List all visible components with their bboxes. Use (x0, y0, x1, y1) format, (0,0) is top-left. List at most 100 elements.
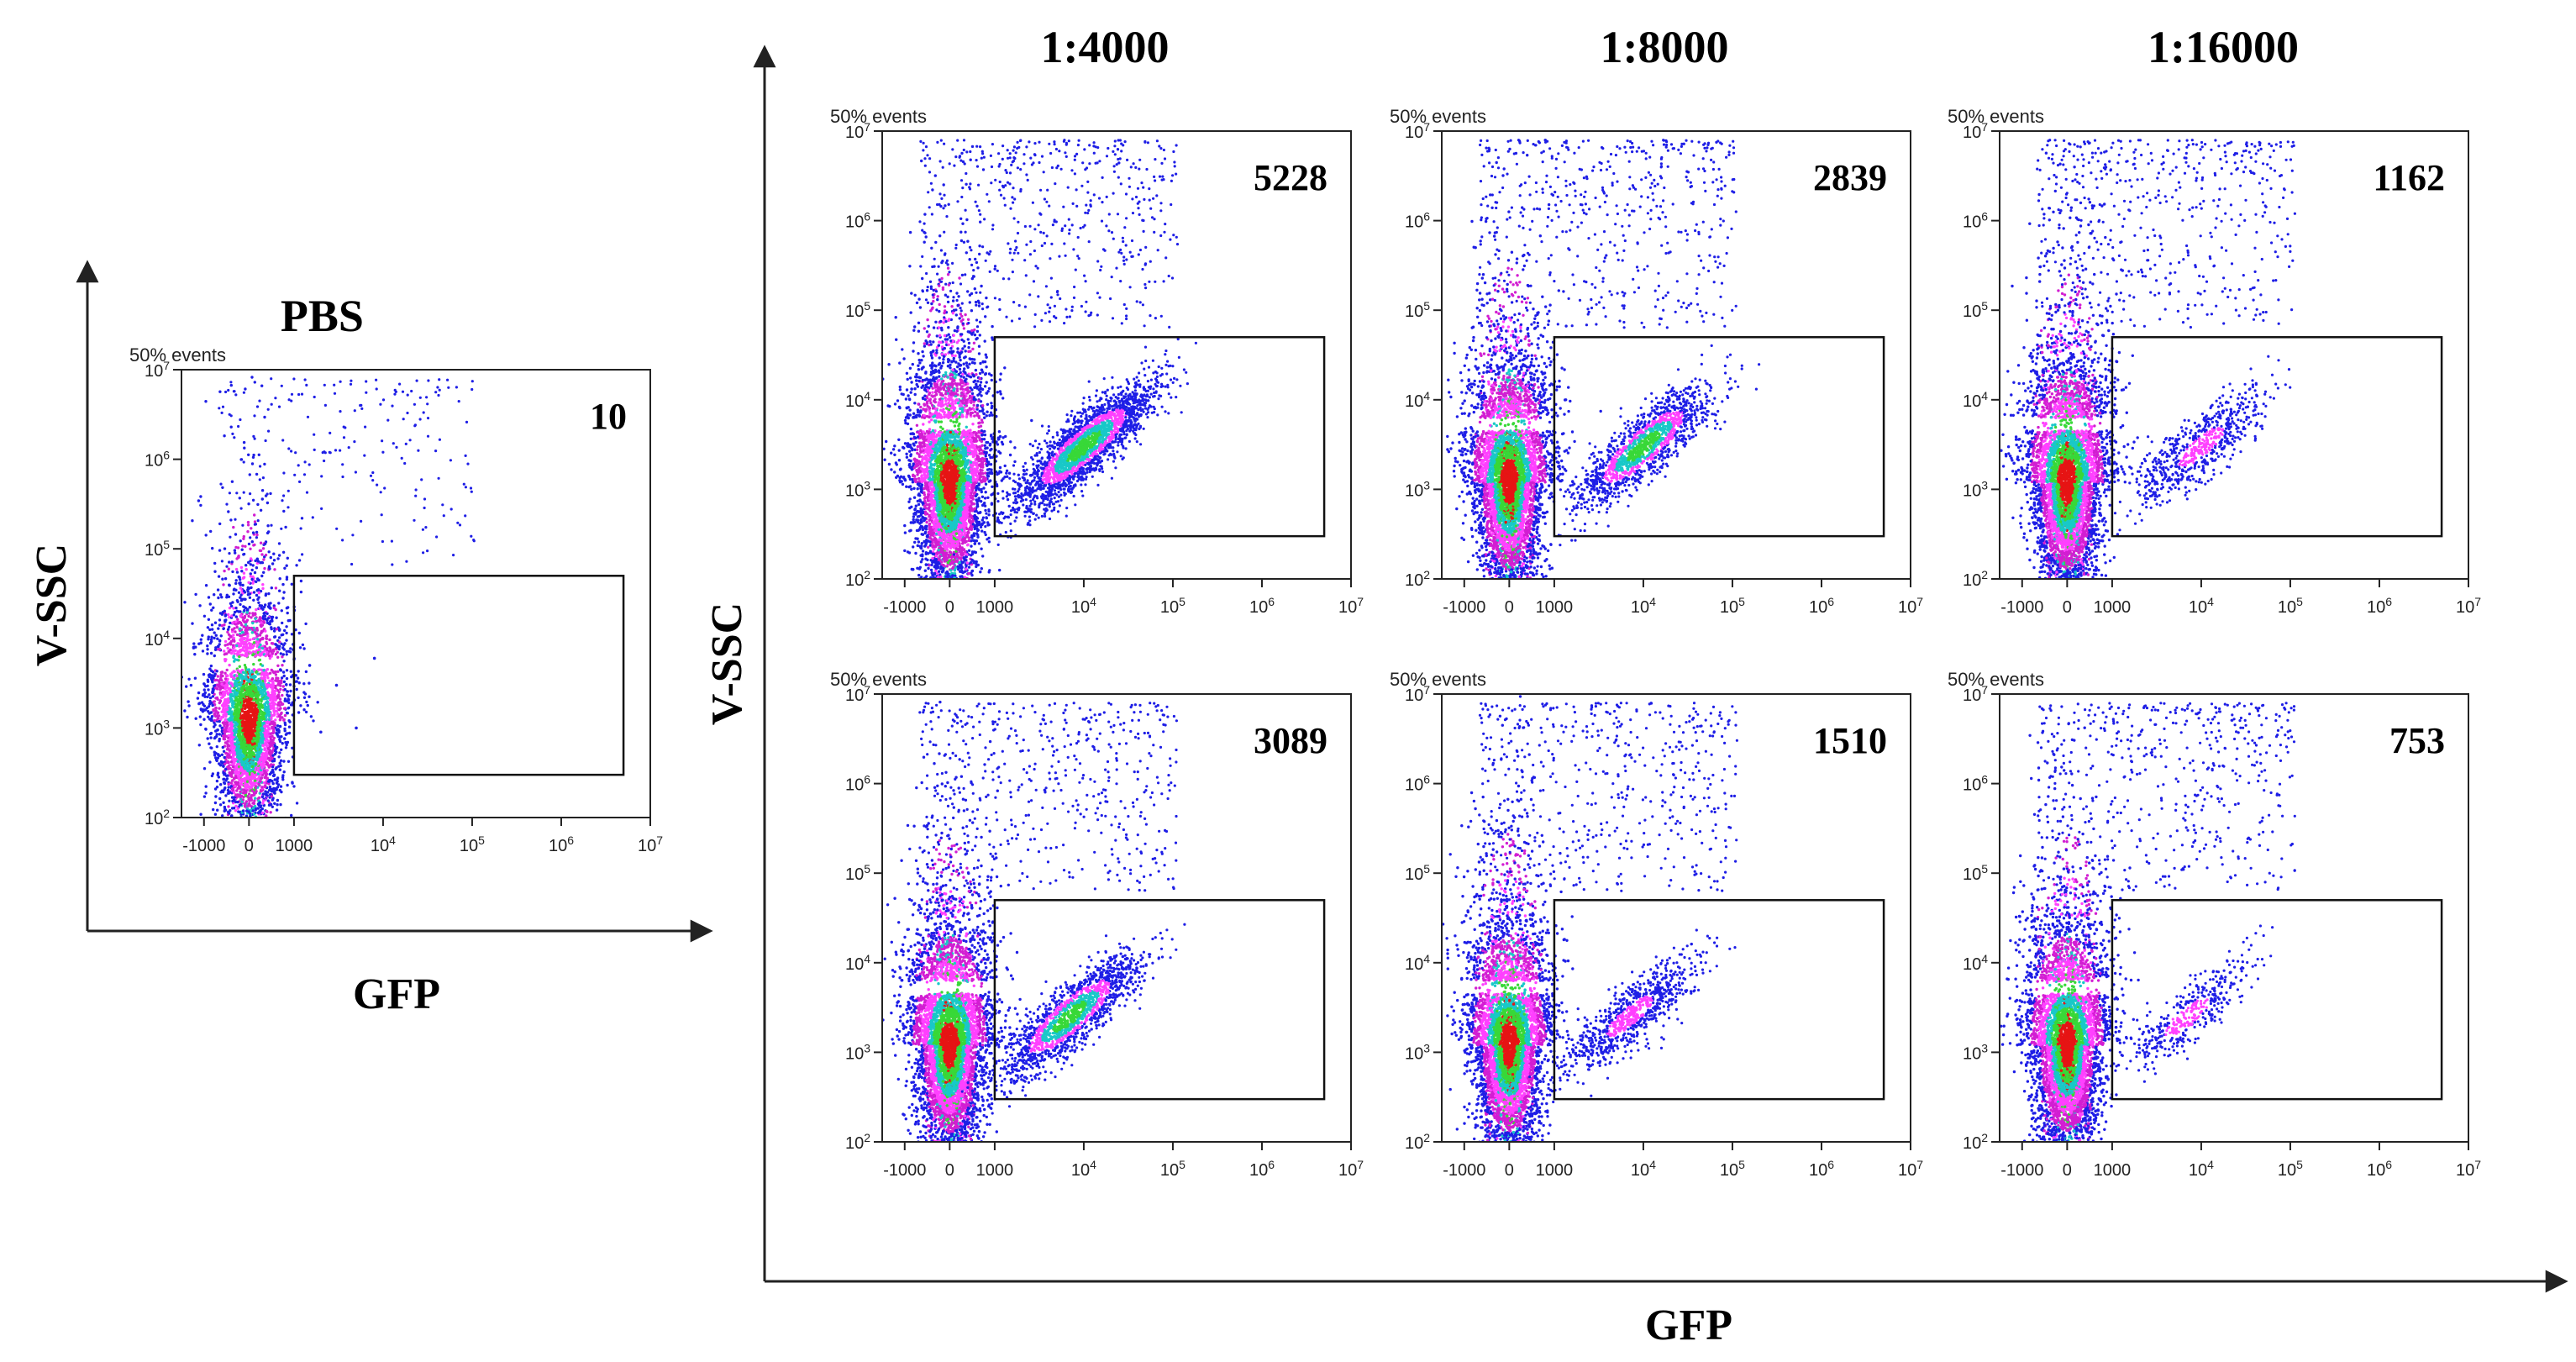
y-tick-label: 106 (845, 773, 870, 795)
events-label: 50% events (1948, 106, 2044, 127)
y-tick-label: 104 (1963, 952, 1988, 974)
pbs-group-x-label: GFP (353, 970, 440, 1018)
y-tick-label: 106 (845, 210, 870, 232)
y-tick-label: 105 (1963, 862, 1988, 884)
y-tick-label: 102 (1405, 1131, 1430, 1153)
events-label: 50% events (1390, 669, 1486, 690)
x-tick-label: 0 (244, 837, 254, 855)
y-tick-label: 103 (145, 717, 170, 739)
y-tick-label: 104 (1405, 389, 1430, 411)
x-tick-label: 105 (460, 834, 485, 855)
x-tick-label: 105 (2278, 1158, 2303, 1180)
gate-count: 10 (590, 396, 627, 437)
y-tick-label: 107 (145, 359, 170, 381)
y-tick-label: 105 (1405, 862, 1430, 884)
plot-frame (1441, 130, 1911, 580)
gate-count: 2839 (1813, 157, 1887, 198)
scatter-panel-7: -1000 0 1000 104 105 106 107 102 103 104 105 106 107… (1948, 669, 2481, 1180)
dilution-group: V-SSC GFP 1:4000 1:8000 1:16000 (703, 22, 2568, 1349)
y-tick-label: 105 (845, 299, 870, 321)
x-tick-label: 0 (945, 598, 954, 617)
dot-cloud (882, 700, 1186, 1142)
x-tick-label: 105 (1720, 1158, 1745, 1180)
scatter-panel-4: -1000 0 1000 104 105 106 107 102 103 104 105 106 107… (1948, 106, 2481, 617)
y-tick-label: 104 (1963, 389, 1988, 411)
y-tick-label: 102 (1963, 1131, 1988, 1153)
x-tick-label: 107 (1898, 595, 1923, 617)
y-tick-label: 106 (1405, 773, 1430, 795)
gate-rectangle (1553, 899, 1885, 1101)
gate-rectangle (292, 575, 625, 776)
x-tick-label: 1000 (976, 598, 1014, 617)
y-tick-label: 104 (845, 389, 870, 411)
scatter-panel-1: -1000 0 1000 104 105 106 107 102 103 104 105 106 107… (129, 291, 663, 855)
y-tick-label: 105 (845, 862, 870, 884)
x-tick-label: 107 (1338, 595, 1364, 617)
column-title-2: 1:8000 (1601, 22, 1729, 72)
plot-frame (881, 130, 1352, 580)
y-tick-label: 102 (845, 568, 870, 590)
y-tick-label: 105 (1963, 299, 1988, 321)
y-tick-label: 103 (1405, 1041, 1430, 1063)
plot-frame (181, 369, 651, 818)
x-tick-label: -1000 (883, 1161, 926, 1180)
x-tick-label: 106 (2367, 595, 2392, 617)
gate-rectangle (993, 336, 1326, 538)
events-label: 50% events (830, 669, 927, 690)
pbs-group-y-label: V-SSC (28, 544, 76, 666)
panel-title: PBS (281, 291, 364, 341)
x-tick-label: -1000 (2000, 1161, 2043, 1180)
scatter-panel-3: -1000 0 1000 104 105 106 107 102 103 104 105 106 107… (1390, 106, 1923, 617)
x-tick-label: 105 (1160, 1158, 1185, 1180)
gate-count: 5228 (1254, 157, 1327, 198)
gate-count: 1162 (2373, 157, 2445, 198)
y-tick-label: 106 (1963, 773, 1988, 795)
x-tick-label: -1000 (2000, 598, 2043, 617)
x-tick-label: 1000 (976, 1161, 1014, 1180)
x-tick-label: 104 (2189, 595, 2214, 617)
y-tick-label: 107 (1963, 120, 1988, 142)
y-tick-label: 107 (845, 120, 870, 142)
x-tick-label: 107 (638, 834, 663, 855)
x-tick-label: 106 (1249, 595, 1275, 617)
x-tick-label: 104 (1071, 1158, 1096, 1180)
y-tick-label: 104 (145, 628, 170, 649)
events-label: 50% events (1948, 669, 2044, 690)
x-tick-label: 1000 (2094, 598, 2132, 617)
dilution-group-x-label: GFP (1645, 1302, 1732, 1349)
scatter-panels: -1000 0 1000 104 105 106 107102103104105106107… (129, 106, 2481, 1180)
x-tick-label: 107 (2456, 1158, 2481, 1180)
dot-cloud (1442, 695, 1738, 1142)
x-tick-label: 106 (1809, 595, 1834, 617)
y-tick-label: 103 (1963, 478, 1988, 500)
x-tick-label: 0 (945, 1161, 954, 1180)
y-tick-label: 103 (845, 478, 870, 500)
x-tick-label: 1000 (1536, 1161, 1574, 1180)
column-title-1: 1:4000 (1041, 22, 1170, 72)
x-tick-label: 1000 (1536, 598, 1574, 617)
x-tick-label: -1000 (1443, 1161, 1485, 1180)
x-tick-label: 0 (2063, 1161, 2072, 1180)
y-tick-label: 107 (1405, 683, 1430, 705)
x-tick-label: 106 (549, 834, 574, 855)
x-tick-label: -1000 (1443, 598, 1485, 617)
x-tick-label: 0 (2063, 598, 2072, 617)
x-tick-label: 104 (1631, 1158, 1656, 1180)
y-tick-label: 105 (1405, 299, 1430, 321)
x-tick-label: 104 (1631, 595, 1656, 617)
x-tick-label: 105 (1720, 595, 1745, 617)
y-tick-label: 103 (1405, 478, 1430, 500)
y-tick-label: 104 (1405, 952, 1430, 974)
plot-frame (1999, 130, 2469, 580)
scatter-panel-5: -1000 0 1000 104 105 106 107 102 103 104 105 106 107… (830, 669, 1364, 1180)
events-label: 50% events (129, 344, 226, 365)
x-tick-label: 1000 (276, 837, 313, 855)
y-tick-label: 106 (1405, 210, 1430, 232)
gate-count: 1510 (1813, 720, 1887, 761)
dot-cloud (2000, 702, 2296, 1142)
y-tick-label: 103 (845, 1041, 870, 1063)
x-tick-label: -1000 (883, 598, 926, 617)
y-tick-label: 102 (845, 1131, 870, 1153)
plot-frame (881, 693, 1352, 1143)
x-tick-label: 106 (1249, 1158, 1275, 1180)
